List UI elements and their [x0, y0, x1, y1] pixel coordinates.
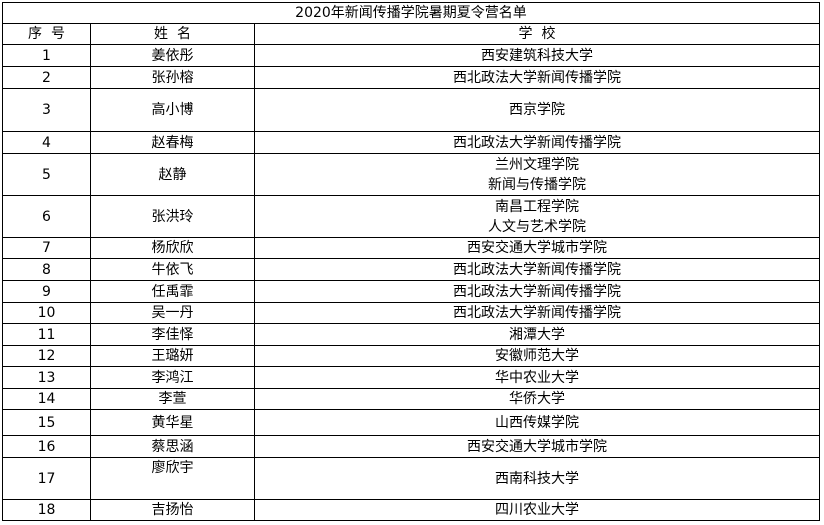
school-line: 西北政法大学新闻传播学院 [453, 134, 621, 151]
row-name: 牛依飞 [90, 258, 255, 281]
table-row: 17 廖欣宇 西南科技大学 [2, 457, 820, 500]
row-index: 4 [2, 131, 91, 154]
row-name: 任禹霏 [90, 280, 255, 303]
row-school: 西南科技大学 [254, 457, 820, 500]
school-line: 安徽师范大学 [495, 348, 579, 364]
school-line: 山西传媒学院 [495, 414, 579, 431]
table-row: 10 吴一丹 西北政法大学新闻传播学院 [2, 302, 820, 324]
row-name: 李鸿江 [90, 366, 255, 389]
row-school: 西北政法大学新闻传播学院 [254, 280, 820, 303]
table-row: 8 牛依飞 西北政法大学新闻传播学院 [2, 258, 820, 281]
row-school: 兰州文理学院 新闻与传播学院 [254, 153, 820, 196]
school-line: 华侨大学 [509, 391, 565, 407]
row-name: 杨欣欣 [90, 237, 255, 259]
table-row: 9 任禹霏 西北政法大学新闻传播学院 [2, 280, 820, 303]
row-name: 李佳怿 [90, 323, 255, 346]
row-name: 张孙榕 [90, 66, 255, 89]
row-school: 四川农业大学 [254, 499, 820, 521]
row-index: 18 [2, 499, 91, 521]
table-row: 14 李萱 华侨大学 [2, 388, 820, 410]
header-row: 序 号 姓 名 学 校 [2, 23, 820, 45]
school-line: 西南科技大学 [495, 470, 579, 487]
row-index: 14 [2, 388, 91, 410]
row-index: 9 [2, 280, 91, 303]
table-row: 3 高小博 西京学院 [2, 88, 820, 132]
row-index: 6 [2, 195, 91, 238]
school-line: 湘潭大学 [509, 326, 565, 343]
table-row: 16 蔡思涵 西安交通大学城市学院 [2, 435, 820, 458]
school-line: 西安交通大学城市学院 [467, 240, 607, 256]
table-row: 6 张洪玲 南昌工程学院 人文与艺术学院 [2, 195, 820, 238]
row-index: 1 [2, 44, 91, 67]
row-name: 王璐妍 [90, 345, 255, 367]
row-name: 赵春梅 [90, 131, 255, 154]
table-row: 5 赵静 兰州文理学院 新闻与传播学院 [2, 153, 820, 196]
school-line: 西北政法大学新闻传播学院 [453, 261, 621, 278]
header-name: 姓 名 [90, 23, 255, 45]
school-line: 西京学院 [509, 102, 565, 118]
row-school: 西北政法大学新闻传播学院 [254, 302, 820, 324]
row-school: 南昌工程学院 人文与艺术学院 [254, 195, 820, 238]
row-school: 华侨大学 [254, 388, 820, 410]
school-line: 兰州文理学院 [495, 156, 579, 173]
school-line: 人文与艺术学院 [488, 218, 586, 235]
table-row: 4 赵春梅 西北政法大学新闻传播学院 [2, 131, 820, 154]
table-row: 18 吉扬怡 四川农业大学 [2, 499, 820, 521]
school-line: 西北政法大学新闻传播学院 [453, 283, 621, 300]
row-school: 安徽师范大学 [254, 345, 820, 367]
row-index: 3 [2, 88, 91, 132]
table-row: 7 杨欣欣 西安交通大学城市学院 [2, 237, 820, 259]
row-index: 12 [2, 345, 91, 367]
row-name: 高小博 [90, 88, 255, 132]
row-index: 16 [2, 435, 91, 458]
row-school: 西北政法大学新闻传播学院 [254, 131, 820, 154]
row-index: 2 [2, 66, 91, 89]
row-index: 8 [2, 258, 91, 281]
row-name: 赵静 [90, 153, 255, 196]
table-row: 2 张孙榕 西北政法大学新闻传播学院 [2, 66, 820, 89]
row-index: 17 [2, 457, 91, 500]
table-row: 12 王璐妍 安徽师范大学 [2, 345, 820, 367]
row-name: 李萱 [90, 388, 255, 410]
row-school: 西安建筑科技大学 [254, 44, 820, 67]
row-index: 13 [2, 366, 91, 389]
row-name: 姜依彤 [90, 44, 255, 67]
header-index: 序 号 [2, 23, 91, 45]
table-row: 1 姜依彤 西安建筑科技大学 [2, 44, 820, 67]
table-row: 13 李鸿江 华中农业大学 [2, 366, 820, 389]
school-line: 四川农业大学 [495, 502, 579, 518]
row-index: 5 [2, 153, 91, 196]
school-line: 华中农业大学 [495, 369, 579, 386]
row-name: 蔡思涵 [90, 435, 255, 458]
row-index: 11 [2, 323, 91, 346]
row-school: 华中农业大学 [254, 366, 820, 389]
table-row: 15 黄华星 山西传媒学院 [2, 409, 820, 436]
row-index: 15 [2, 409, 91, 436]
row-school: 西安交通大学城市学院 [254, 237, 820, 259]
row-school: 西京学院 [254, 88, 820, 132]
school-line: 西安建筑科技大学 [481, 47, 593, 64]
school-line: 西安交通大学城市学院 [467, 438, 607, 455]
row-school: 西安交通大学城市学院 [254, 435, 820, 458]
row-school: 西北政法大学新闻传播学院 [254, 258, 820, 281]
row-name: 黄华星 [90, 409, 255, 436]
table-title: 2020年新闻传播学院暑期夏令营名单 [2, 2, 820, 24]
row-school: 西北政法大学新闻传播学院 [254, 66, 820, 89]
title-row: 2020年新闻传播学院暑期夏令营名单 [2, 2, 820, 24]
row-index: 7 [2, 237, 91, 259]
header-school: 学 校 [254, 23, 820, 45]
row-school: 山西传媒学院 [254, 409, 820, 436]
school-line: 南昌工程学院 [495, 198, 579, 215]
row-name: 吉扬怡 [90, 499, 255, 521]
school-line: 西北政法大学新闻传播学院 [453, 305, 621, 321]
row-index: 10 [2, 302, 91, 324]
row-name: 吴一丹 [90, 302, 255, 324]
school-line: 新闻与传播学院 [488, 176, 586, 193]
school-line: 西北政法大学新闻传播学院 [453, 69, 621, 86]
table-row: 11 李佳怿 湘潭大学 [2, 323, 820, 346]
row-name: 张洪玲 [90, 195, 255, 238]
row-name: 廖欣宇 [90, 457, 255, 500]
row-school: 湘潭大学 [254, 323, 820, 346]
